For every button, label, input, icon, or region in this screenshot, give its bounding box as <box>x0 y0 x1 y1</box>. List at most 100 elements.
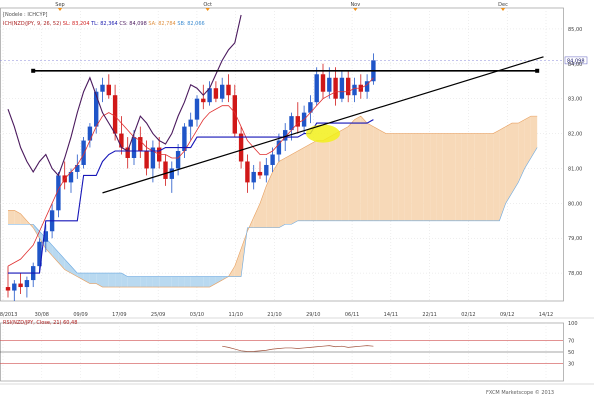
sb-value: SB: 82,066 <box>177 21 205 27</box>
cloud-segment <box>354 116 361 221</box>
x-tick-label: 09/09 <box>73 312 87 318</box>
trend-line <box>102 56 544 194</box>
cloud-segment <box>360 116 368 221</box>
sa-value: SA: 82,784 <box>148 21 176 27</box>
cloud-segment <box>398 133 405 221</box>
cloud-segment <box>171 276 179 288</box>
cloud-segment <box>121 273 128 288</box>
x-tick-label: 17/09 <box>112 312 126 318</box>
candle-body <box>131 137 137 158</box>
footer-credit: FXCM Marketscope © 2013 <box>486 390 555 396</box>
candle-body <box>37 241 42 267</box>
x-tick-label: 06/11 <box>345 312 359 318</box>
rsi-tick-label: 100 <box>568 321 578 327</box>
cloud-segment <box>39 231 46 249</box>
candle-body <box>352 84 357 96</box>
x-tick-label: 14/12 <box>539 312 553 318</box>
date-axis: 19/08/2013 30/08 09/09 17/09 25/09 03/10 11/10… <box>0 312 553 318</box>
candle-body <box>257 171 263 176</box>
tenkan-sen-line <box>7 77 374 267</box>
cloud-segment <box>71 266 78 277</box>
candle-body <box>182 126 187 152</box>
cloud-segment <box>474 133 481 221</box>
cloud-segment <box>341 126 349 221</box>
cs-value: CS: 84,098 <box>119 21 147 27</box>
cloud-segment <box>45 238 53 256</box>
candle-body <box>100 84 105 92</box>
cloud-segment <box>518 119 525 183</box>
cloud-segment <box>64 259 71 274</box>
candle-body <box>24 280 30 288</box>
cloud-segment <box>386 133 393 221</box>
cloud-segment <box>404 133 412 221</box>
cloud-segment <box>335 130 342 221</box>
y-tick-label: 78,00 <box>568 271 582 277</box>
candle-body <box>125 147 130 158</box>
ichimoku-legend: ICH(NZD/JPY, 9, 26, 52) SL: 83,204 TL: 8… <box>3 22 205 27</box>
cloud-segment <box>159 276 166 288</box>
cloud-segment <box>291 151 298 225</box>
candle-body <box>238 133 244 162</box>
candle-body <box>144 151 149 169</box>
annotations: 84,098 <box>0 56 588 194</box>
candle-body <box>320 74 326 92</box>
current-price-label: 84,098 <box>567 58 585 64</box>
candle-body <box>87 126 93 141</box>
cloud-segment <box>493 130 500 221</box>
cloud-segment <box>134 276 141 288</box>
candle-body <box>68 171 74 183</box>
month-marker-icon <box>205 8 210 11</box>
candle-body <box>201 98 206 103</box>
current-price-tag <box>564 56 588 65</box>
candle-body <box>175 151 181 169</box>
cloud-segment <box>480 133 487 221</box>
candle-body <box>94 91 99 127</box>
candle-body <box>226 84 231 96</box>
cloud-segment <box>423 133 431 221</box>
x-tick-label: 29/10 <box>306 312 320 318</box>
cloud-segment <box>115 273 122 288</box>
cloud-segment <box>209 276 216 288</box>
cloud-segment <box>499 126 506 221</box>
month-label: Oct <box>203 2 212 8</box>
price-axis: 78,00 79,00 80,00 81,00 82,00 83,00 84,00 85,00 <box>568 27 582 277</box>
x-tick-label: 22/11 <box>422 312 436 318</box>
cloud-segment <box>215 276 223 284</box>
candle-body <box>308 102 313 113</box>
candle-body <box>112 95 118 134</box>
candle-body <box>264 164 269 176</box>
cloud-segment <box>278 157 286 228</box>
month-label: Dec <box>498 2 508 8</box>
x-tick-label: 02/12 <box>461 312 475 318</box>
cloud-segment <box>108 273 116 288</box>
cloud-segment <box>379 130 386 221</box>
candle-body <box>333 77 338 99</box>
candle-body <box>270 154 275 165</box>
candle-body <box>188 119 193 127</box>
cloud-segment <box>178 276 185 288</box>
candle-body <box>150 147 156 169</box>
rsi-tick-label: 30 <box>568 362 574 368</box>
x-tick-label: 25/09 <box>151 312 165 318</box>
cloud-segment <box>260 185 267 228</box>
cloud-segment <box>310 140 317 221</box>
cloud-segment <box>127 276 134 288</box>
rsi-panel: 100 70 50 30 <box>0 321 578 368</box>
x-tick-label: 21/10 <box>267 312 281 318</box>
rsi-legend: RSI(NZD/JPY, Close, 21) 60,48 <box>3 321 77 326</box>
resistance-end-marker <box>535 68 540 73</box>
candle-body <box>5 287 11 291</box>
cloud-segment <box>152 276 160 288</box>
cloud-segment <box>253 203 260 228</box>
cloud-segment <box>373 126 380 221</box>
candle-body <box>119 133 124 148</box>
cloud-segment <box>449 133 456 221</box>
candle-body <box>18 283 23 288</box>
ichimoku-cloud <box>8 115 538 288</box>
month-marker-icon <box>353 8 358 11</box>
cloud-segment <box>96 273 103 288</box>
main-plot-frame <box>0 7 564 302</box>
cloud-segment <box>512 123 519 193</box>
cloud-segment <box>20 213 27 225</box>
